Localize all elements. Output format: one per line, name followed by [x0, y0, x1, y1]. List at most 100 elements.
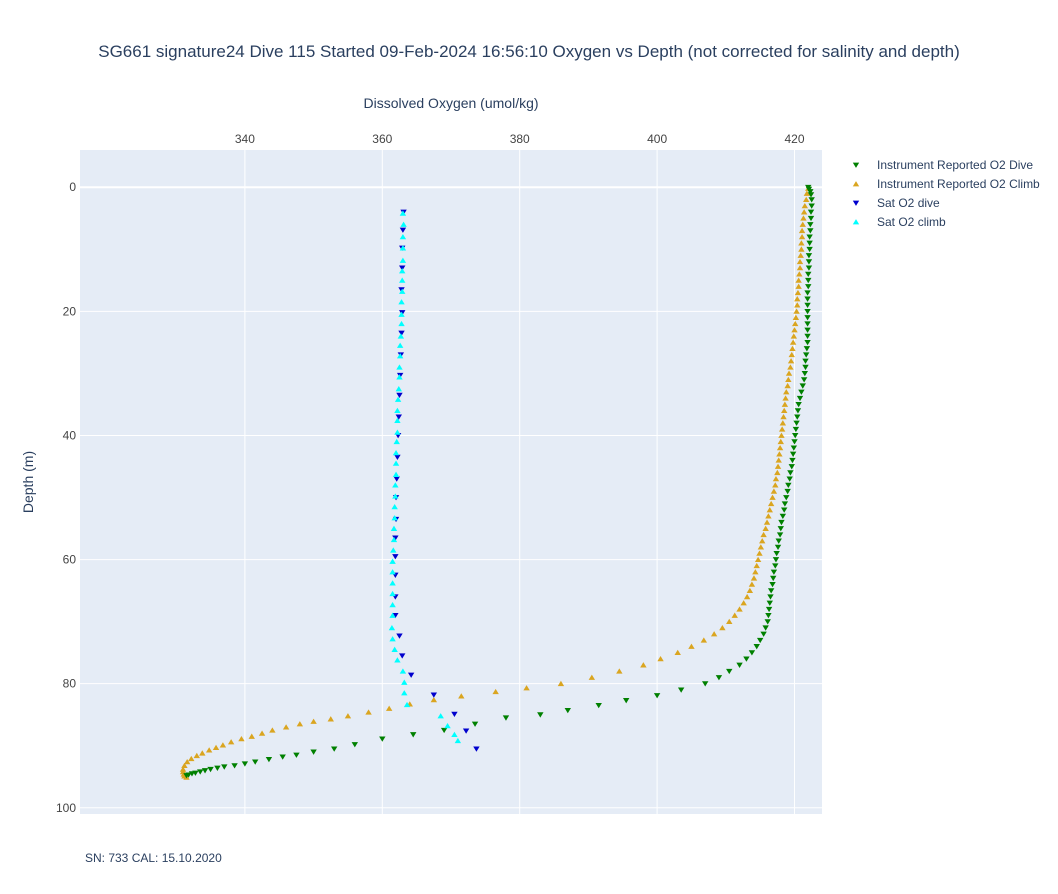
data-point — [199, 750, 206, 756]
data-point — [564, 707, 571, 714]
data-point — [807, 209, 815, 215]
data-point — [781, 407, 788, 414]
data-point — [454, 737, 462, 744]
data-point — [798, 233, 806, 240]
data-point — [399, 227, 407, 233]
data-point — [804, 333, 811, 340]
data-point — [392, 449, 400, 456]
data-point — [805, 253, 813, 259]
data-point — [785, 482, 792, 488]
data-point — [808, 197, 815, 203]
data-point — [767, 500, 775, 507]
data-point — [399, 277, 406, 283]
legend-marker-climb — [852, 181, 860, 187]
data-point — [772, 476, 780, 482]
data-point — [784, 488, 791, 495]
data-point — [785, 370, 793, 376]
data-point — [765, 606, 773, 613]
data-point — [183, 758, 191, 765]
data-point — [802, 364, 809, 371]
data-point — [269, 727, 276, 733]
y-tick-label: 0 — [69, 180, 76, 194]
data-point — [799, 221, 806, 227]
data-point — [796, 271, 803, 277]
data-point — [790, 445, 798, 451]
data-point — [800, 215, 807, 221]
data-point — [221, 764, 228, 770]
data-point — [389, 558, 396, 564]
data-point — [753, 562, 760, 569]
data-point — [778, 426, 786, 432]
legend-item-dive[interactable]: Instrument Reported O2 Dive — [852, 158, 1034, 172]
data-point — [772, 482, 779, 488]
data-point — [776, 451, 783, 457]
data-point — [740, 600, 747, 606]
data-point — [702, 681, 709, 687]
data-point — [214, 765, 221, 771]
y-axis-title: Depth (m) — [20, 451, 36, 513]
data-point — [801, 202, 809, 209]
data-point — [777, 526, 784, 532]
data-point — [806, 246, 813, 253]
data-point — [399, 288, 406, 294]
data-point — [805, 259, 813, 265]
data-point — [399, 653, 406, 659]
data-point — [399, 257, 407, 263]
data-point — [394, 429, 401, 435]
data-point — [767, 594, 774, 600]
data-point — [804, 296, 811, 302]
x-tick-label: 340 — [235, 132, 255, 146]
data-point — [398, 330, 405, 336]
data-point — [389, 590, 396, 597]
data-point — [391, 503, 398, 510]
data-point — [492, 688, 499, 695]
legend-marker-sat-climb — [852, 219, 860, 225]
data-point — [523, 685, 530, 691]
legend-item-sat-climb[interactable]: Sat O2 climb — [852, 215, 946, 229]
data-point — [776, 532, 784, 538]
data-point — [407, 672, 415, 678]
data-point — [770, 569, 778, 575]
data-point — [767, 588, 775, 594]
data-point — [392, 493, 399, 499]
data-point — [398, 320, 405, 327]
data-point — [674, 649, 681, 656]
data-point — [400, 221, 407, 227]
data-point — [781, 501, 789, 507]
data-point — [537, 712, 544, 718]
data-point — [805, 284, 812, 290]
data-point — [803, 190, 811, 196]
data-point — [241, 761, 249, 767]
data-point — [766, 600, 773, 606]
data-point — [396, 374, 403, 380]
data-point — [793, 420, 800, 426]
data-point — [700, 637, 708, 643]
legend-item-sat-dive[interactable]: Sat O2 dive — [852, 196, 940, 210]
data-point — [207, 766, 214, 773]
data-point — [792, 433, 799, 439]
data-point — [769, 494, 776, 500]
data-point — [804, 339, 811, 346]
data-point — [777, 438, 784, 445]
legend-item-climb[interactable]: Instrument Reported O2 Climb — [852, 177, 1040, 191]
data-point — [796, 395, 804, 402]
data-point — [205, 747, 213, 753]
data-point — [385, 705, 393, 711]
data-point — [392, 471, 400, 477]
data-point — [789, 457, 796, 464]
data-point — [653, 693, 661, 699]
x-tick-label: 420 — [785, 132, 805, 146]
data-point — [188, 755, 195, 762]
data-point — [776, 444, 784, 451]
data-point — [265, 756, 273, 763]
data-point — [792, 314, 800, 320]
data-point — [451, 731, 458, 737]
data-point — [774, 463, 782, 469]
x-axis-title: Dissolved Oxygen (umol/kg) — [363, 95, 538, 111]
data-point — [392, 554, 399, 560]
data-point — [746, 587, 754, 593]
data-point — [219, 742, 227, 748]
data-point — [762, 625, 769, 631]
data-point — [781, 507, 788, 513]
data-point — [588, 674, 596, 680]
